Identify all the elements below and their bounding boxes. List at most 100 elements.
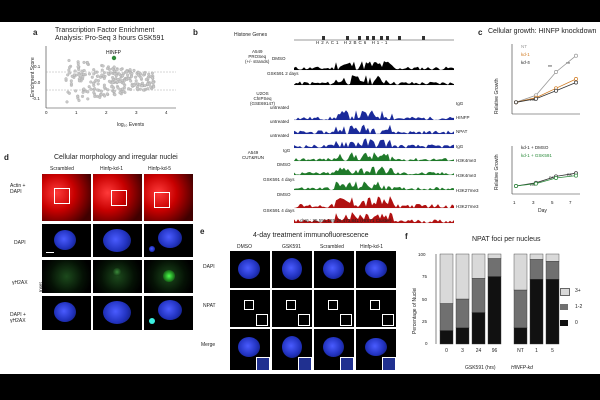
- scatter-point: [102, 85, 106, 89]
- micro-h2ax-kd5: [144, 260, 193, 293]
- scatter-point: [96, 74, 100, 78]
- scatter-point: [66, 73, 70, 77]
- scatter-point: [149, 85, 153, 89]
- scatter-point: [69, 79, 73, 83]
- panel-b-genes: H2AC1 H2BC6 H1-1: [316, 40, 389, 45]
- bar-segment: [471, 253, 486, 279]
- panel-d-row-0: Actin + DAPI: [10, 183, 26, 195]
- scatter-point: [70, 74, 74, 78]
- panel-e-row-2: Merge: [201, 342, 216, 348]
- scatter-point: [132, 83, 136, 87]
- panel-c-xtick: 7: [569, 200, 572, 205]
- scatter-point: [77, 73, 81, 77]
- scatter-point: [98, 95, 102, 99]
- series-point: [574, 53, 578, 58]
- panel-f-ytick: 50: [422, 297, 428, 302]
- panel-e-col-2: Scrambled: [320, 244, 344, 250]
- micro-actin-kd5: [144, 174, 193, 221]
- panel-f-ylabel: Percentage of Nuclei: [412, 287, 418, 334]
- scatter-point: [89, 87, 93, 91]
- scatter-point: [85, 61, 89, 65]
- panel-d-letter: d: [4, 153, 9, 162]
- track-label: untreated: [270, 133, 290, 138]
- scatter-point: [92, 90, 96, 94]
- panel-e-col-3: Hinfp-kd-1: [360, 244, 384, 250]
- panel-d-row-3: DAPI + γH2AX: [10, 312, 26, 324]
- bar-segment: [529, 259, 544, 280]
- scatter-point: [93, 87, 97, 91]
- panel-b-coordinate: chr6 : 25,551,185-26,473,841 (HIST1 Clus…: [300, 218, 392, 223]
- series-line: [515, 172, 577, 187]
- scatter-point: [111, 80, 115, 84]
- right-label: NPAT: [456, 129, 468, 134]
- scatter-point: [72, 73, 76, 77]
- scatter-point: [102, 71, 106, 75]
- panel-b-tracks: [294, 61, 454, 224]
- panel-a-ytick-1: 0.0: [34, 80, 41, 85]
- scatter-point: [118, 91, 122, 95]
- scatter-point: [67, 91, 71, 95]
- series-line: [515, 78, 577, 103]
- bar-segment: [529, 253, 544, 260]
- scatter-point: [86, 97, 90, 101]
- bar-segment: [529, 279, 544, 345]
- scatter-point: [74, 89, 78, 93]
- bar-segment: [455, 327, 470, 345]
- track-signal: [294, 152, 454, 161]
- scatter-point: [144, 77, 148, 81]
- scatter-point: [87, 85, 91, 89]
- gene-block: [322, 36, 325, 40]
- scatter-point: [129, 79, 133, 83]
- bar-segment: [455, 298, 470, 328]
- track-label: IgG: [283, 148, 291, 153]
- highlight-point: [111, 55, 117, 61]
- scatter-point: [76, 94, 80, 98]
- track-label: DMSO: [272, 56, 286, 61]
- track-signal: [294, 166, 454, 175]
- scatter-point: [82, 69, 86, 73]
- track-label: GSK591 4 days: [263, 177, 295, 182]
- series-line: [515, 82, 577, 103]
- bar-segment: [487, 276, 502, 345]
- scatter-point: [69, 82, 73, 86]
- scatter-point: [90, 75, 94, 79]
- scatter-point: [76, 65, 80, 69]
- track-signal: [294, 212, 454, 223]
- scatter-point: [142, 72, 146, 76]
- scatter-point: [81, 90, 85, 94]
- scatter-point: [136, 73, 140, 77]
- category-label: 1: [535, 348, 538, 354]
- gene-label: H2BC6: [343, 40, 369, 45]
- scatter-point: [105, 92, 109, 96]
- series-line: [515, 175, 577, 187]
- series-point: [534, 96, 538, 101]
- panel-b-group-3: A549 CUT&RUN: [242, 150, 264, 160]
- scatter-point: [91, 81, 95, 85]
- legend-swatch-12: [560, 304, 568, 310]
- scatter-point: [111, 67, 115, 71]
- scatter-point: [139, 76, 143, 80]
- panel-d-title: Cellular morphology and irregular nuclei: [54, 154, 178, 161]
- scatter-point: [99, 89, 103, 93]
- gene-block: [372, 36, 375, 40]
- scatter-point: [100, 73, 104, 77]
- panel-f-group1-label: GSK591 (hrs): [465, 365, 496, 371]
- scatter-point: [77, 98, 81, 102]
- scatter-point: [89, 80, 93, 84]
- panel-f-title: NPAT foci per nucleus: [472, 236, 541, 243]
- scatter-point: [64, 77, 68, 81]
- category-label: NT: [517, 348, 524, 354]
- scatter-point: [126, 73, 130, 77]
- scatter-point: [118, 80, 122, 84]
- panel-f-ytick: 0: [425, 341, 428, 346]
- figure: a Transcription Factor Enrichment Analys…: [0, 22, 600, 374]
- micro-e-merge-gsk: [272, 329, 312, 370]
- legend-nt: NT: [521, 44, 527, 49]
- scatter-point: [77, 68, 81, 72]
- track-signal: [294, 196, 454, 208]
- panel-d-row-2: γH2AX: [12, 280, 28, 286]
- legend-0: 0: [575, 320, 578, 326]
- gene-block: [380, 36, 383, 40]
- panel-c-ylabel-bottom: Relative Growth: [494, 154, 500, 190]
- micro-e-dapi-gsk: [272, 251, 312, 288]
